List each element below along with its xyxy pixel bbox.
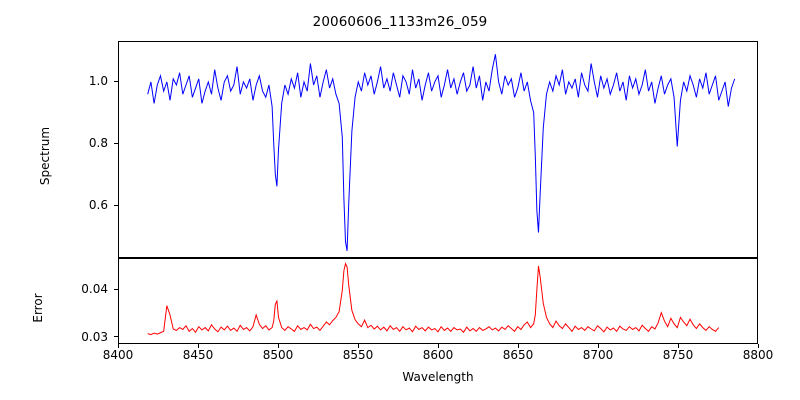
- x-tick-mark: [677, 344, 679, 348]
- error-y-axis-label: Error: [31, 293, 45, 323]
- x-tick-label: 8650: [502, 348, 534, 362]
- spectrum-axes: [118, 41, 758, 258]
- x-axis-label: Wavelength: [402, 370, 474, 384]
- error-y-tick-mark: [114, 336, 118, 338]
- error-y-tick-label: 0.04: [81, 282, 108, 297]
- x-tick-mark: [117, 344, 119, 348]
- x-tick-label: 8700: [582, 348, 614, 362]
- x-tick-mark: [517, 344, 519, 348]
- x-tick-mark: [357, 344, 359, 348]
- spectrum-y-tick-mark: [114, 142, 118, 144]
- error-line-plot: [119, 259, 757, 343]
- spectrum-y-tick-mark: [114, 80, 118, 82]
- x-tick-mark: [197, 344, 199, 348]
- x-tick-mark: [437, 344, 439, 348]
- x-tick-label: 8550: [342, 348, 374, 362]
- spectrum-y-tick-label: 0.6: [88, 198, 108, 213]
- x-tick-mark: [757, 344, 759, 348]
- spectrum-trace: [148, 54, 735, 251]
- x-tick-label: 8750: [662, 348, 694, 362]
- x-tick-label: 8500: [262, 348, 294, 362]
- x-tick-mark: [597, 344, 599, 348]
- spectrum-y-tick-label: 0.8: [88, 136, 108, 151]
- spectrum-line-plot: [119, 42, 757, 257]
- spectrum-y-tick-label: 1.0: [88, 74, 108, 89]
- x-tick-label: 8450: [182, 348, 214, 362]
- error-y-tick-mark: [114, 288, 118, 290]
- error-axes: [118, 258, 758, 344]
- x-tick-label: 8800: [742, 348, 774, 362]
- x-tick-label: 8400: [102, 348, 134, 362]
- figure-title: 20060606_1133m26_059: [312, 14, 488, 30]
- x-tick-label: 8600: [422, 348, 454, 362]
- spectrum-y-tick-mark: [114, 204, 118, 206]
- x-tick-mark: [277, 344, 279, 348]
- error-trace: [148, 264, 719, 335]
- error-y-tick-label: 0.03: [81, 329, 108, 344]
